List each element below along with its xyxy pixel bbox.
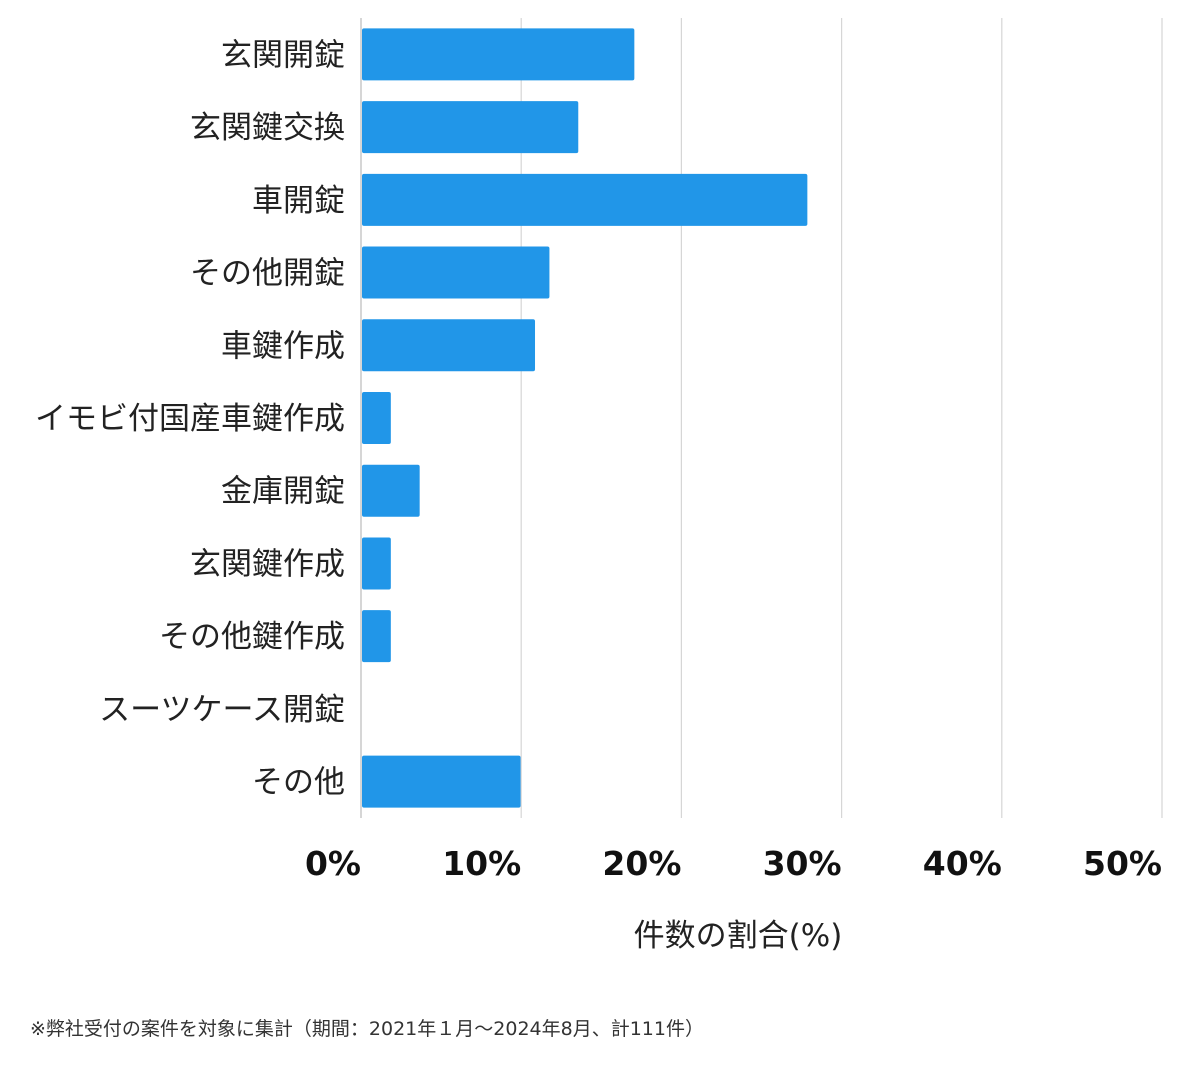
category-label: 金庫開錠 <box>221 474 345 510</box>
bar <box>362 755 521 808</box>
tick-label: 30% <box>763 844 842 883</box>
category-label: スーツケース開錠 <box>99 692 345 728</box>
tick-label: 50% <box>1083 844 1162 883</box>
category-label: 車鍵作成 <box>221 328 345 364</box>
category-label: その他開錠 <box>190 256 345 292</box>
bars <box>362 28 808 808</box>
tick-label: 40% <box>923 844 1002 883</box>
bar <box>362 28 635 81</box>
category-label: 車開錠 <box>252 183 345 219</box>
bar <box>362 173 808 226</box>
tick-label: 10% <box>442 844 521 883</box>
category-labels: 玄関開錠玄関鍵交換車開錠その他開錠車鍵作成イモビ付国産車鍵作成金庫開錠玄関鍵作成… <box>35 37 345 800</box>
bar <box>362 537 391 590</box>
category-label: 玄関鍵作成 <box>190 546 345 582</box>
bar-chart: 玄関開錠玄関鍵交換車開錠その他開錠車鍵作成イモビ付国産車鍵作成金庫開錠玄関鍵作成… <box>35 18 1163 954</box>
bar <box>362 246 550 299</box>
bar <box>362 610 391 663</box>
category-label: その他鍵作成 <box>159 619 345 655</box>
bar <box>362 319 536 372</box>
category-label: イモビ付国産車鍵作成 <box>35 401 345 437</box>
tick-label: 0% <box>305 844 361 883</box>
category-label: 玄関開錠 <box>221 37 345 73</box>
bar <box>362 392 391 444</box>
bar <box>362 464 420 517</box>
footnote: ※弊社受付の案件を対象に集計（期間：2021年１月〜2024年8月、計111件） <box>30 1018 704 1040</box>
x-axis-title: 件数の割合(%) <box>634 918 843 954</box>
x-tick-labels: 0% 10% 20% 30% 40% 50% <box>305 844 1162 883</box>
category-label: その他 <box>252 765 345 801</box>
tick-label: 20% <box>602 844 681 883</box>
bar <box>362 101 579 154</box>
category-label: 玄関鍵交換 <box>190 110 345 146</box>
